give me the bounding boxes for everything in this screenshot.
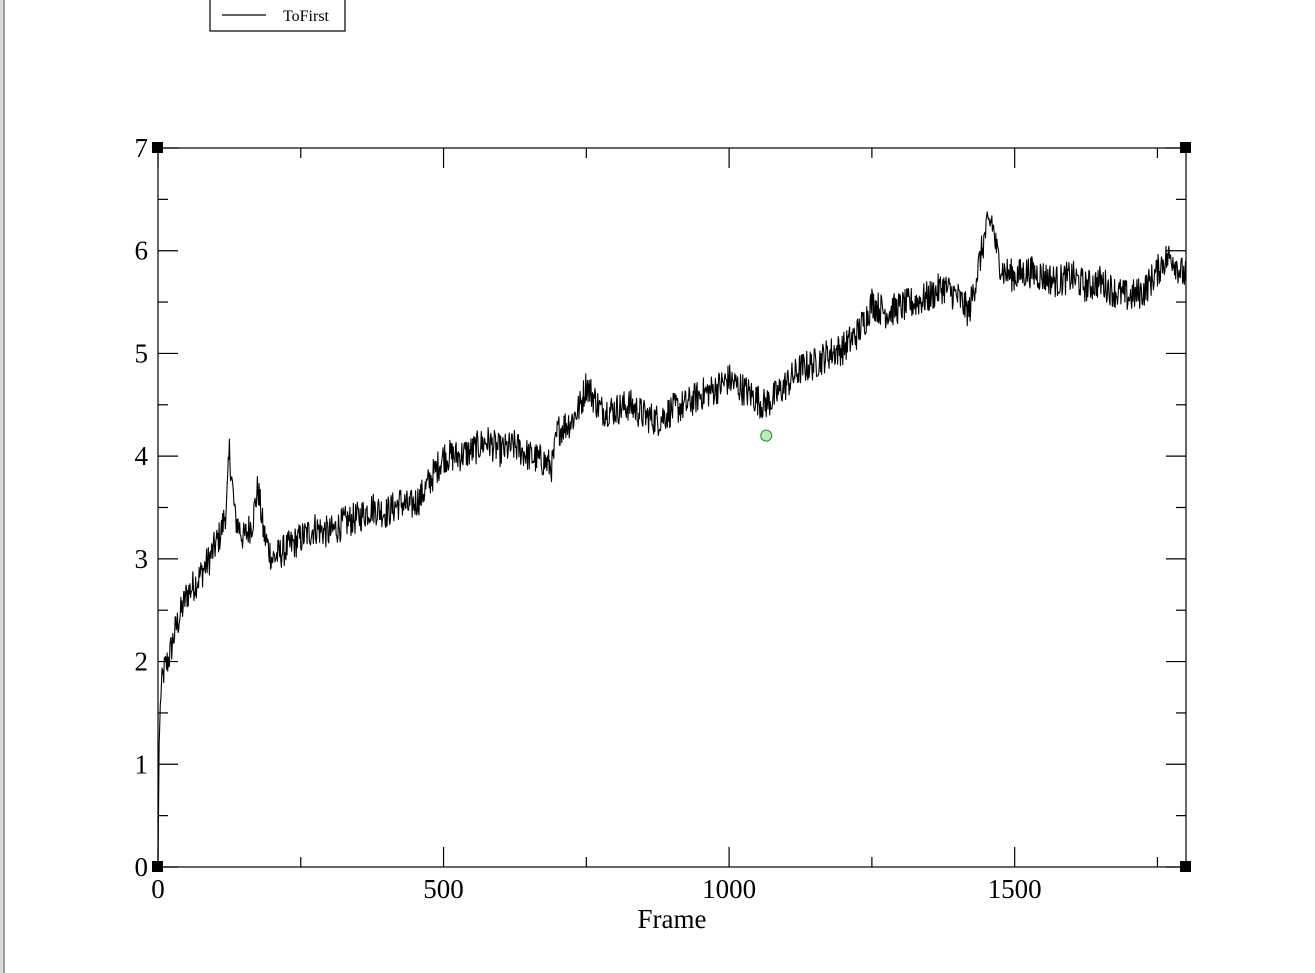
y-tick-label: 5 (135, 338, 149, 368)
x-tick-label: 500 (423, 874, 464, 904)
legend: ToFirst (209, 0, 346, 32)
corner-handles[interactable] (152, 142, 1191, 872)
x-tick-label: 1500 (988, 874, 1042, 904)
y-tick-label: 4 (135, 441, 149, 471)
y-tick-label: 1 (135, 749, 149, 779)
legend-label: ToFirst (283, 8, 330, 25)
point-marker[interactable] (760, 429, 773, 442)
x-tick-label: 0 (151, 874, 165, 904)
y-tick-label: 0 (135, 852, 149, 882)
axis-ticks (157, 147, 1186, 868)
plot-frame (157, 147, 1187, 868)
y-tick-label: 7 (135, 133, 149, 163)
x-tick-label: 1000 (702, 874, 756, 904)
annotation-group (760, 429, 773, 442)
axis-tick-labels: 0 500 1000 1500 0 1 2 3 4 5 6 7 (135, 133, 1042, 904)
y-tick-label: 2 (135, 647, 149, 677)
y-tick-label: 6 (135, 236, 149, 266)
series-line-tofirst (157, 211, 1187, 868)
x-axis-label: Frame (638, 904, 707, 934)
handle-top-left[interactable] (152, 142, 163, 153)
y-tick-label: 3 (135, 544, 149, 574)
window-left-border (0, 0, 5, 973)
series-group (157, 211, 1187, 868)
